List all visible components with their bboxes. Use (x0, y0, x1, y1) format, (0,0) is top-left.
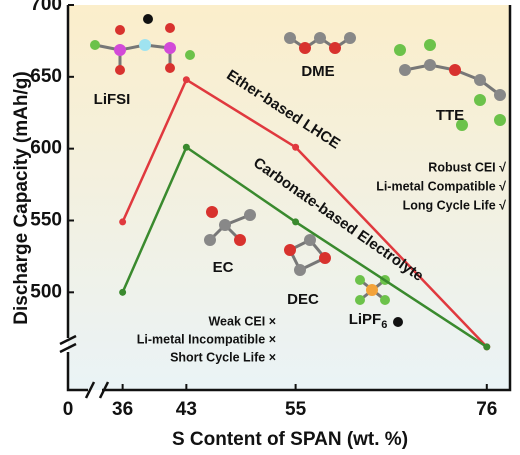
x-tick-label: 36 (112, 399, 133, 420)
data-point (119, 288, 127, 296)
x-tick-label: 76 (476, 399, 497, 420)
data-point (292, 143, 300, 151)
good-note: Robust CEI √ (428, 160, 506, 174)
molecule-label: EC (213, 259, 234, 276)
axes (59, 5, 512, 399)
x-tick-label: 43 (176, 399, 197, 420)
y-tick-label: 600 (30, 138, 62, 159)
bad-note: Li-metal Incompatible × (137, 332, 276, 346)
molecule-name: TTE (436, 107, 464, 124)
good-note: Long Cycle Life √ (403, 198, 507, 212)
molecule-label: LiPF6 (349, 311, 388, 331)
molecule-label: LiFSI (94, 91, 131, 108)
data-point (119, 218, 127, 226)
y-tick-label: 700 (30, 0, 62, 15)
y-tick-label: 550 (30, 210, 62, 231)
data-point (483, 343, 491, 351)
data-point (292, 218, 300, 226)
x-axis-title: S Content of SPAN (wt. %) (172, 429, 408, 450)
series-line (121, 77, 488, 348)
data-point (182, 76, 190, 84)
molecule-label: DEC (287, 291, 319, 308)
y-tick-label: 650 (30, 66, 62, 87)
molecule-subscript: 6 (381, 319, 387, 331)
series-line (121, 145, 488, 348)
molecule-name: DME (301, 63, 334, 80)
x-tick-label: 0 (63, 399, 74, 420)
plot-background (68, 5, 510, 390)
bad-note: Short Cycle Life × (170, 350, 276, 364)
molecule-label: TTE (436, 107, 464, 124)
data-point (182, 143, 190, 151)
molecule-name: EC (213, 259, 234, 276)
y-axis-title: Discharge Capacity (mAh/g) (11, 71, 32, 324)
molecule-label: DME (301, 63, 334, 80)
molecule-atoms (90, 14, 506, 327)
molecule-name: LiFSI (94, 91, 131, 108)
bad-note: Weak CEI × (208, 314, 276, 328)
y-tick-label: 500 (30, 281, 62, 302)
x-tick-label: 55 (285, 399, 307, 420)
molecule-name: DEC (287, 291, 319, 308)
molecule-name: LiPF (349, 311, 382, 328)
good-note: Li-metal Compatible √ (376, 179, 506, 193)
